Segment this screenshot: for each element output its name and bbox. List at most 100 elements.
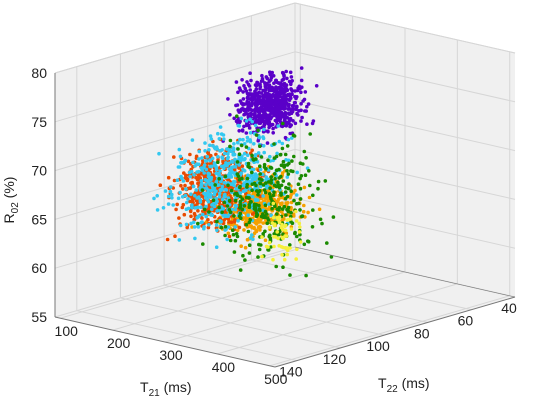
data-point [267, 83, 272, 87]
data-point [286, 137, 291, 142]
data-point [306, 102, 311, 106]
data-point [245, 153, 250, 157]
data-point [243, 258, 247, 262]
data-point [170, 192, 174, 197]
data-point [239, 143, 244, 148]
data-point [257, 242, 261, 247]
data-point [252, 92, 256, 97]
data-point [311, 193, 315, 198]
data-point [283, 101, 288, 105]
data-point [171, 203, 175, 207]
data-point [287, 79, 292, 84]
data-point [276, 180, 280, 185]
data-point [254, 183, 258, 188]
data-point [196, 225, 201, 229]
data-point [215, 228, 219, 233]
data-point [266, 129, 270, 133]
data-point [200, 188, 205, 192]
data-point [207, 172, 212, 176]
data-point [272, 244, 276, 249]
data-point [193, 193, 197, 198]
data-point [294, 209, 298, 214]
data-point [270, 70, 275, 75]
data-point [166, 175, 171, 180]
data-point [262, 162, 267, 167]
data-point [244, 188, 248, 192]
data-point [241, 253, 245, 258]
data-point [261, 194, 266, 198]
data-point [195, 170, 199, 174]
data-point [193, 236, 197, 241]
data-point [275, 114, 279, 118]
data-point [165, 237, 170, 242]
data-point [290, 159, 294, 163]
data-point [203, 159, 208, 163]
data-point [267, 88, 272, 93]
data-point [250, 233, 254, 237]
z-tick-label: 75 [31, 114, 47, 130]
data-point [217, 194, 222, 199]
data-point [272, 232, 277, 236]
data-point [298, 232, 302, 237]
data-point [247, 243, 252, 247]
data-point [197, 195, 201, 199]
data-point [282, 107, 286, 111]
data-point [209, 137, 214, 141]
data-point [268, 117, 273, 121]
data-point [194, 154, 199, 159]
data-point [248, 217, 252, 222]
data-point [190, 197, 195, 202]
data-point [317, 207, 322, 212]
data-point [307, 195, 312, 200]
data-point [280, 222, 284, 227]
data-point [237, 152, 242, 156]
data-point [293, 121, 298, 126]
data-point [206, 190, 210, 195]
data-point [262, 127, 266, 132]
data-point [303, 173, 308, 177]
data-point [230, 228, 235, 232]
data-point [248, 88, 252, 92]
data-point [289, 210, 293, 215]
data-point [240, 129, 245, 133]
data-point [215, 219, 219, 224]
data-point [261, 109, 265, 114]
data-point [230, 170, 235, 175]
data-point [189, 181, 193, 185]
x-tick-label: 40 [501, 300, 517, 316]
data-point [226, 152, 230, 156]
data-point [289, 169, 293, 173]
data-point [155, 194, 159, 198]
data-point [208, 195, 213, 199]
y-tick-label: 400 [212, 359, 236, 375]
data-point [235, 160, 240, 164]
data-point [287, 118, 292, 122]
data-point [238, 191, 243, 195]
data-point [249, 103, 254, 108]
data-point [263, 115, 268, 120]
data-point [231, 148, 236, 152]
data-point [257, 111, 262, 116]
data-point [186, 159, 191, 164]
data-point [249, 200, 253, 204]
data-point [244, 131, 249, 135]
data-point [282, 257, 287, 262]
data-point [188, 174, 192, 179]
data-point [269, 175, 274, 179]
data-point [253, 123, 258, 128]
data-point [172, 155, 176, 159]
data-point [242, 112, 246, 117]
data-point [296, 182, 301, 186]
data-point [214, 179, 219, 184]
data-point [293, 231, 297, 236]
data-point [271, 215, 276, 220]
data-point [208, 192, 213, 197]
x-tick-label: 100 [366, 338, 390, 354]
data-point [257, 83, 262, 87]
data-point [275, 230, 280, 234]
data-point [191, 160, 195, 165]
data-point [266, 113, 271, 118]
data-point [217, 191, 222, 196]
data-point [277, 208, 281, 212]
data-point [285, 248, 290, 252]
